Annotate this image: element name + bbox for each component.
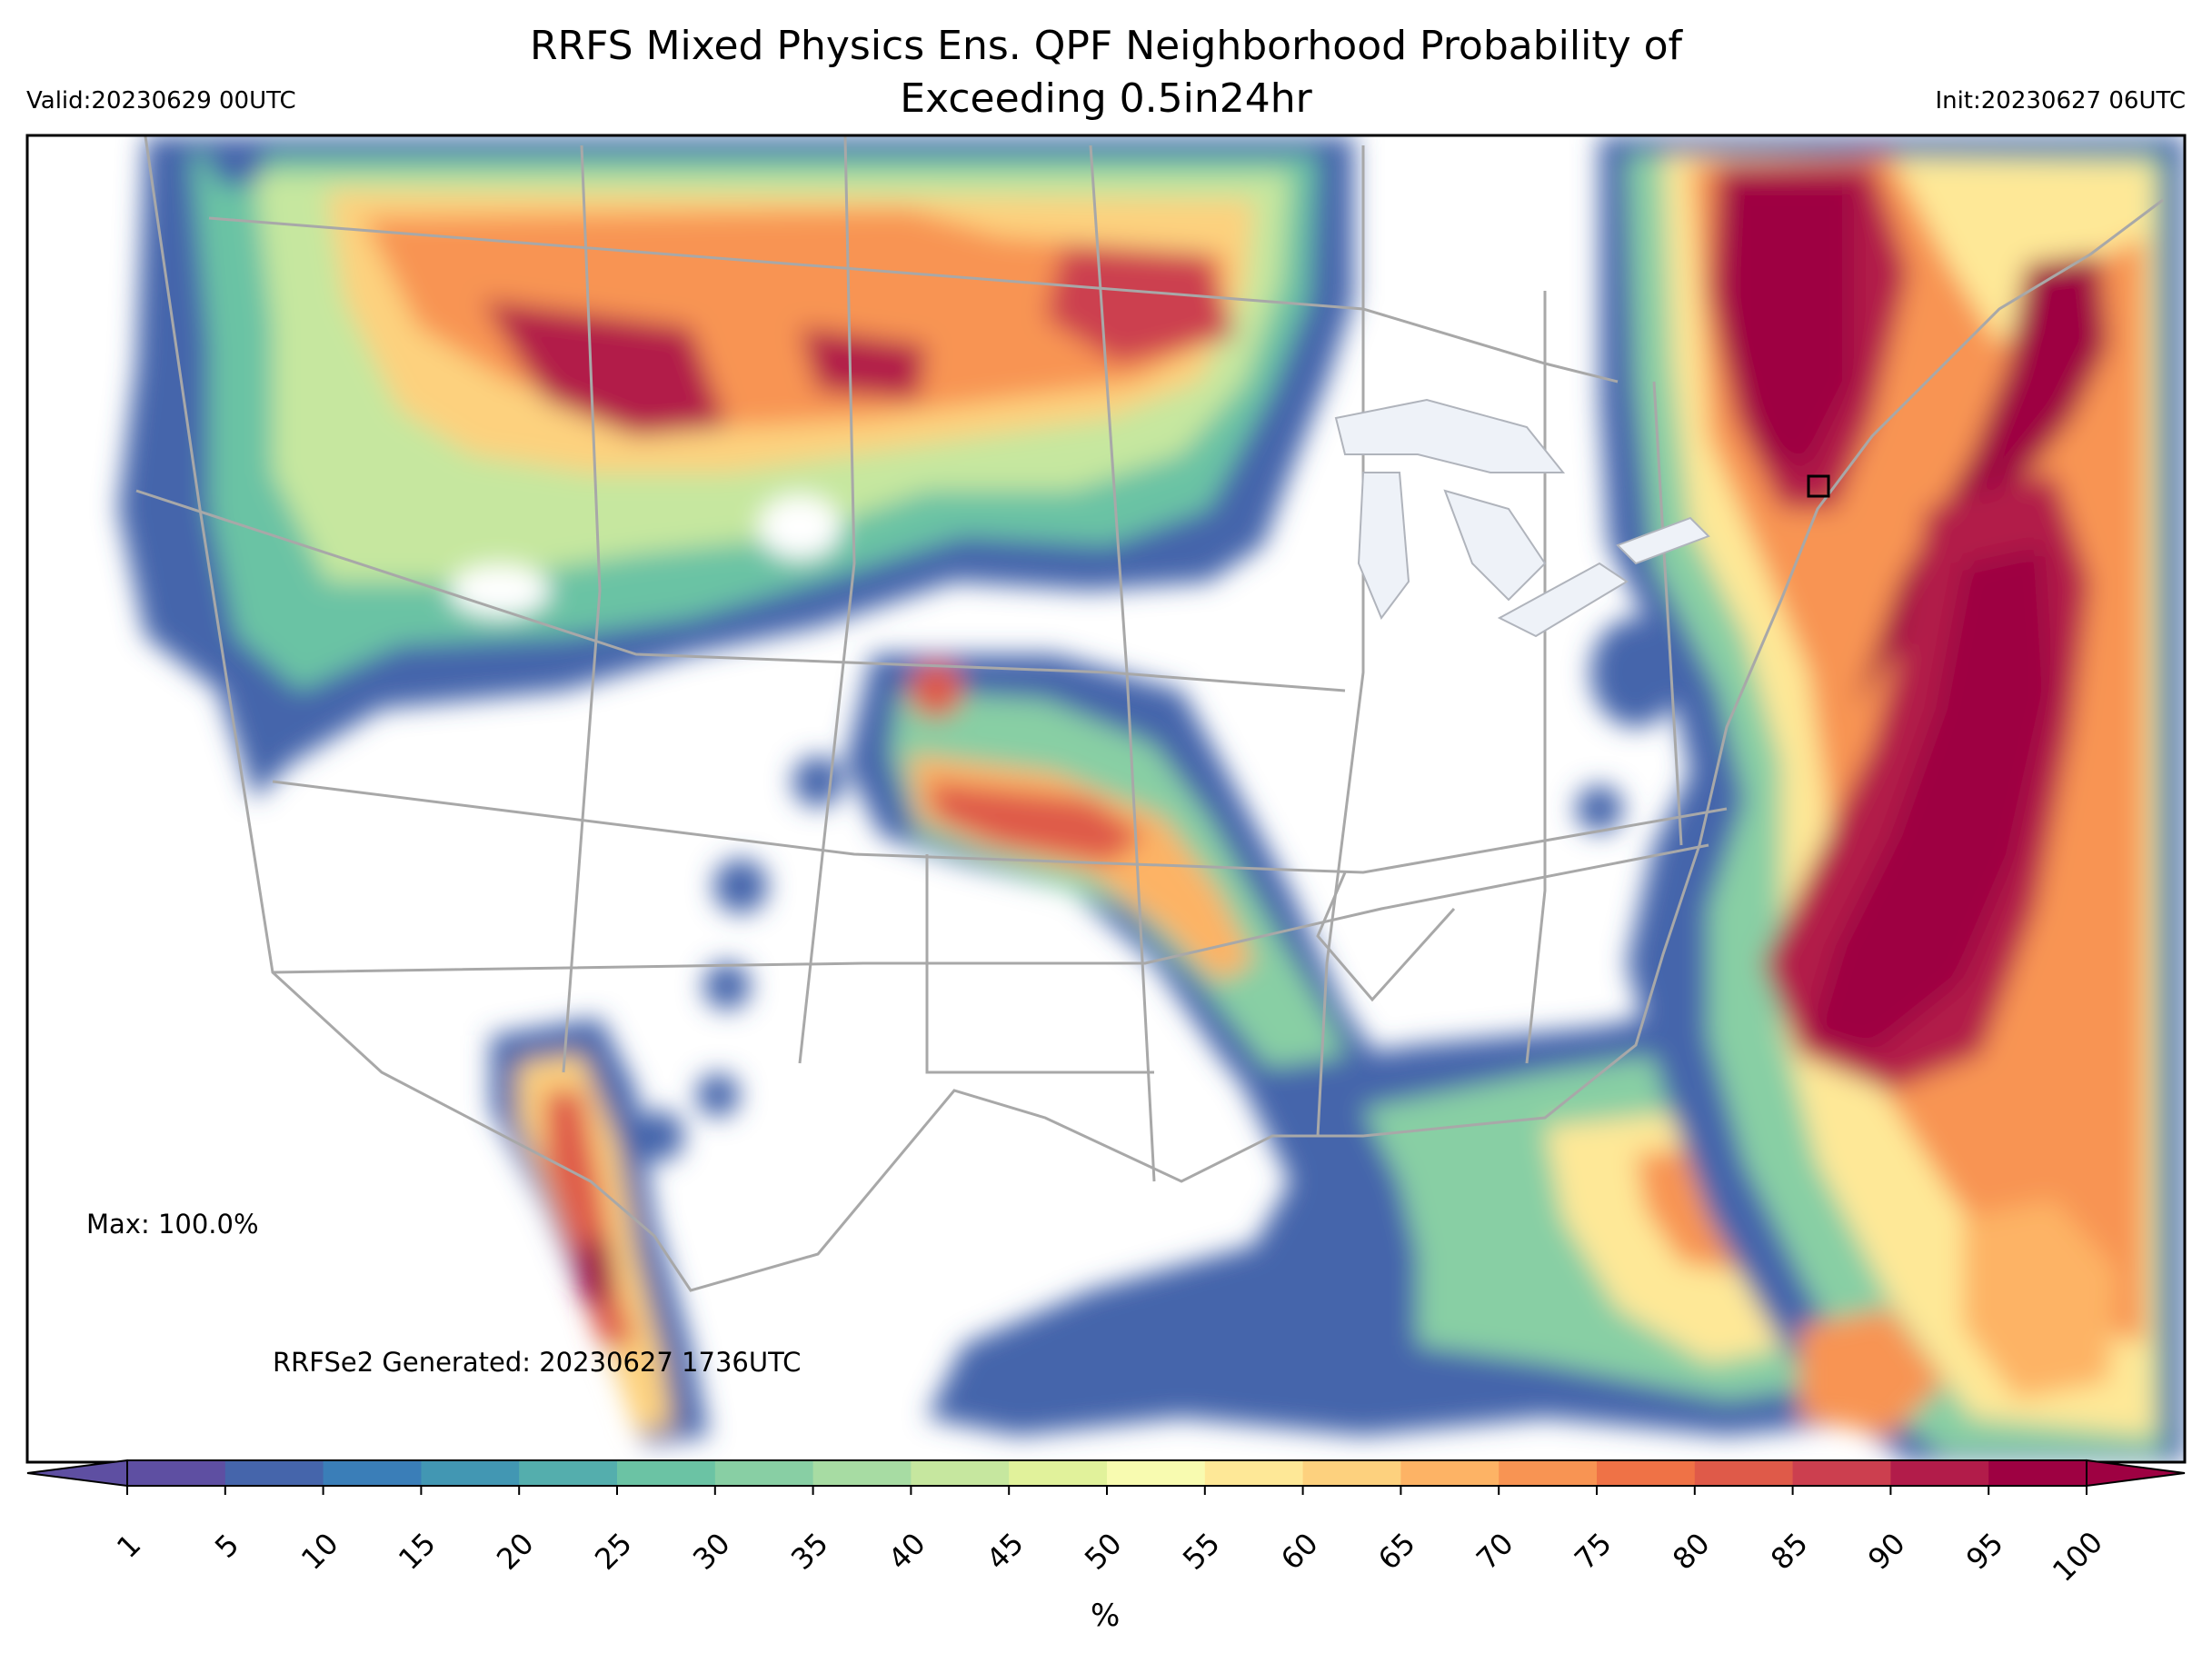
colorbar-swatch (1792, 1460, 1891, 1486)
colorbar-swatch (127, 1460, 226, 1486)
colorbar-swatch (1204, 1460, 1304, 1486)
chart-title: RRFS Mixed Physics Ens. QPF Neighborhood… (0, 20, 2212, 125)
colorbar-swatch (1988, 1460, 2087, 1486)
max-label: Max: 100.0% (86, 1209, 259, 1240)
colorbar-swatch (714, 1460, 814, 1486)
colorbar-swatch (617, 1460, 716, 1486)
probability-field (118, 135, 2185, 1462)
colorbar-swatch (1302, 1460, 1401, 1486)
colorbar-swatch (421, 1460, 520, 1486)
colorbar-swatch (519, 1460, 618, 1486)
colorbar-extend-high (2086, 1459, 2186, 1488)
generated-label: RRFSe2 Generated: 20230627 1736UTC (273, 1347, 802, 1378)
colorbar-swatch (1499, 1460, 1598, 1486)
colorbar-units: % (1091, 1598, 1121, 1634)
colorbar-extend-low (26, 1459, 128, 1488)
init-time: Init:20230627 06UTC (1935, 87, 2186, 115)
colorbar-swatch (1400, 1460, 1500, 1486)
valid-time: Valid:20230629 00UTC (26, 87, 296, 115)
title-line-2: Exceeding 0.5in24hr (900, 75, 1312, 122)
colorbar-swatch (1107, 1460, 1206, 1486)
location-marker (1807, 474, 1830, 498)
colorbar-swatch (323, 1460, 422, 1486)
colorbar-swatch (224, 1460, 324, 1486)
colorbar-swatch (812, 1460, 912, 1486)
great-lakes (1334, 398, 1710, 638)
colorbar (26, 1459, 2186, 1495)
colorbar-swatch (1890, 1460, 1989, 1486)
colorbar-swatch (1694, 1460, 1794, 1486)
colorbar-swatch (1009, 1460, 1108, 1486)
title-line-1: RRFS Mixed Physics Ens. QPF Neighborhood… (529, 23, 1683, 69)
state-borders (135, 135, 2164, 1292)
colorbar-swatch (911, 1460, 1010, 1486)
colorbar-swatch (1597, 1460, 1696, 1486)
